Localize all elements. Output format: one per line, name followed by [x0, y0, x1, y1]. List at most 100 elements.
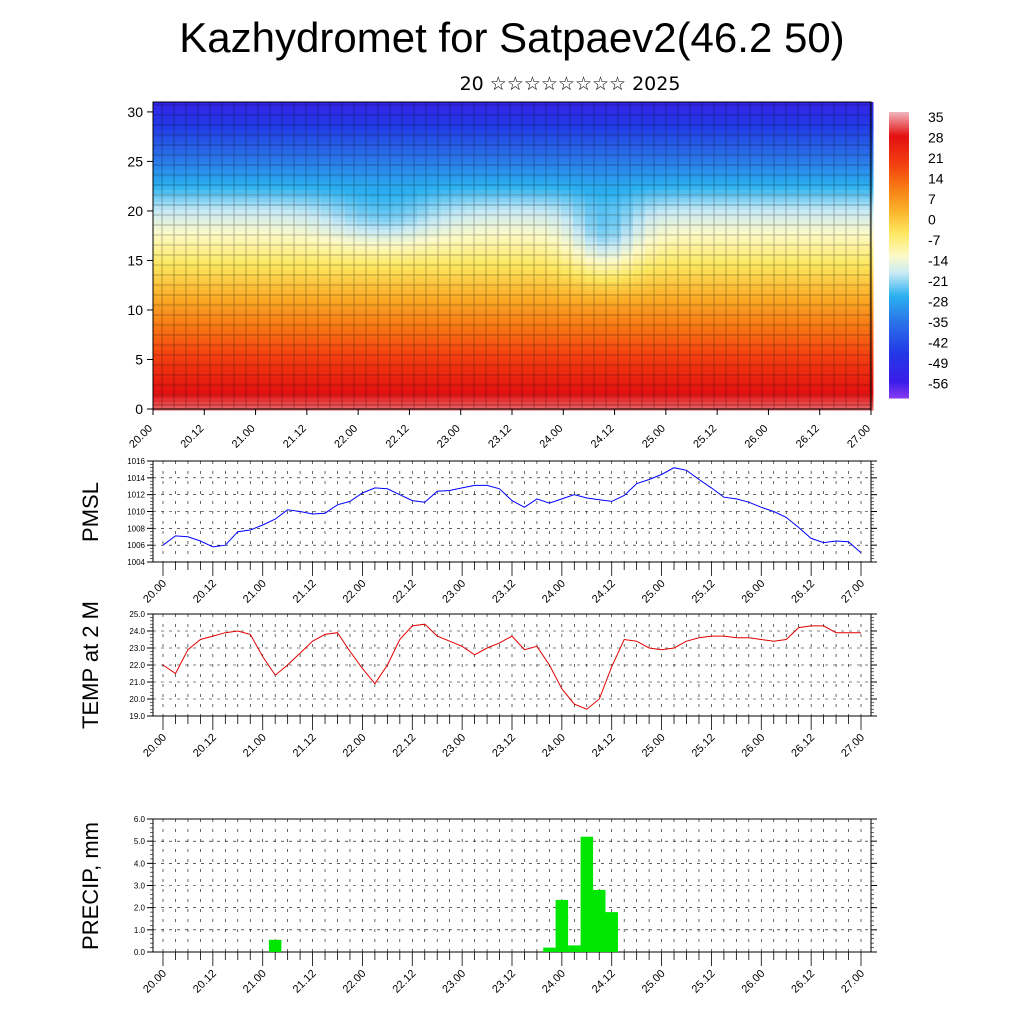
colorbar-step	[889, 366, 909, 369]
colorbar-label: -7	[928, 232, 941, 248]
colorbar-step	[889, 170, 909, 173]
colorbar-step	[889, 382, 909, 385]
colorbar-step	[889, 300, 909, 303]
colorbar-step	[889, 164, 909, 167]
colorbar-step	[889, 216, 909, 219]
colorbar-step	[889, 222, 909, 225]
colorbar-step	[889, 112, 909, 115]
colorbar-step	[889, 128, 909, 131]
colorbar-step	[889, 288, 909, 291]
colorbar-step	[889, 152, 909, 155]
x-tick-label: 26.12	[794, 423, 822, 451]
colorbar-step	[889, 114, 909, 117]
y-tick-label: 1006	[127, 541, 145, 550]
colorbar-step	[889, 292, 909, 295]
colorbar-step	[889, 156, 909, 159]
colorbar-step	[889, 150, 909, 153]
page-title: Kazhydromet for Satpaev2(46.2 50)	[179, 14, 845, 61]
y-tick-label: 1010	[127, 508, 145, 517]
colorbar-step	[889, 262, 909, 265]
colorbar-step	[889, 144, 909, 147]
colorbar-step	[889, 290, 909, 293]
colorbar-step	[889, 186, 909, 189]
colorbar-step	[889, 330, 909, 333]
colorbar-label: 0	[928, 212, 936, 228]
colorbar-step	[889, 332, 909, 335]
colorbar-step	[889, 168, 909, 171]
colorbar-step	[889, 192, 909, 195]
y-tick-label: 5	[135, 351, 143, 367]
colorbar-step	[889, 124, 909, 127]
colorbar-step	[889, 206, 909, 209]
colorbar-step	[889, 274, 909, 277]
colorbar-step	[889, 116, 909, 119]
colorbar-step	[889, 198, 909, 201]
colorbar-step	[889, 196, 909, 199]
x-tick-label: 26.00	[743, 423, 771, 451]
colorbar-step	[889, 140, 909, 143]
y-tick-label: 0	[135, 401, 143, 417]
colorbar-step	[889, 134, 909, 137]
colorbar-label: -28	[928, 294, 948, 310]
colorbar-step	[889, 138, 909, 141]
colorbar-step	[889, 212, 909, 215]
colorbar-step	[889, 270, 909, 273]
colorbar-step	[889, 374, 909, 377]
x-tick-label: 21.00	[230, 423, 258, 451]
colorbar-label: -14	[928, 253, 948, 269]
x-tick-label: 22.00	[332, 423, 360, 451]
colorbar-step	[889, 202, 909, 205]
colorbar-step	[889, 320, 909, 323]
colorbar-step	[889, 328, 909, 331]
colorbar-step	[889, 122, 909, 125]
colorbar-step	[889, 384, 909, 387]
colorbar-step	[889, 240, 909, 243]
colorbar-step	[889, 340, 909, 343]
colorbar-step	[889, 176, 909, 179]
colorbar-label: 7	[928, 191, 936, 207]
colorbar-step	[889, 250, 909, 253]
colorbar-step	[889, 210, 909, 213]
colorbar-step	[889, 218, 909, 221]
colorbar-step	[889, 334, 909, 337]
colorbar-step	[889, 294, 909, 297]
colorbar-step	[889, 264, 909, 267]
colorbar-label: -56	[928, 376, 948, 392]
colorbar-step	[889, 396, 909, 399]
colorbar-step	[889, 282, 909, 285]
colorbar-label: 35	[928, 109, 944, 125]
colorbar-step	[889, 308, 909, 311]
colorbar-step	[889, 142, 909, 145]
colorbar-label: 21	[928, 150, 944, 166]
colorbar-step	[889, 276, 909, 279]
y-tick-label: 25	[127, 153, 143, 169]
colorbar-step	[889, 386, 909, 389]
colorbar-step	[889, 118, 909, 121]
colorbar-step	[889, 388, 909, 391]
colorbar-step	[889, 194, 909, 197]
colorbar-step	[889, 278, 909, 281]
x-tick-label: 21.12	[281, 423, 309, 451]
colorbar-step	[889, 312, 909, 315]
colorbar-step	[889, 346, 909, 349]
y-tick-label: 15	[127, 252, 143, 268]
colorbar-step	[889, 318, 909, 321]
colorbar-step	[889, 336, 909, 339]
x-tick-label: 25.00	[640, 423, 668, 451]
colorbar-step	[889, 160, 909, 163]
colorbar-step	[889, 310, 909, 313]
colorbar-step	[889, 358, 909, 361]
colorbar-step	[889, 174, 909, 177]
colorbar-step	[889, 230, 909, 233]
colorbar-step	[889, 224, 909, 227]
colorbar-step	[889, 182, 909, 185]
colorbar-label: -21	[928, 273, 948, 289]
colorbar-step	[889, 338, 909, 341]
colorbar-step	[889, 258, 909, 261]
y-tick-label: 1004	[127, 558, 145, 567]
colorbar-step	[889, 302, 909, 305]
colorbar-label: -49	[928, 355, 948, 371]
colorbar-step	[889, 204, 909, 207]
colorbar-step	[889, 390, 909, 393]
